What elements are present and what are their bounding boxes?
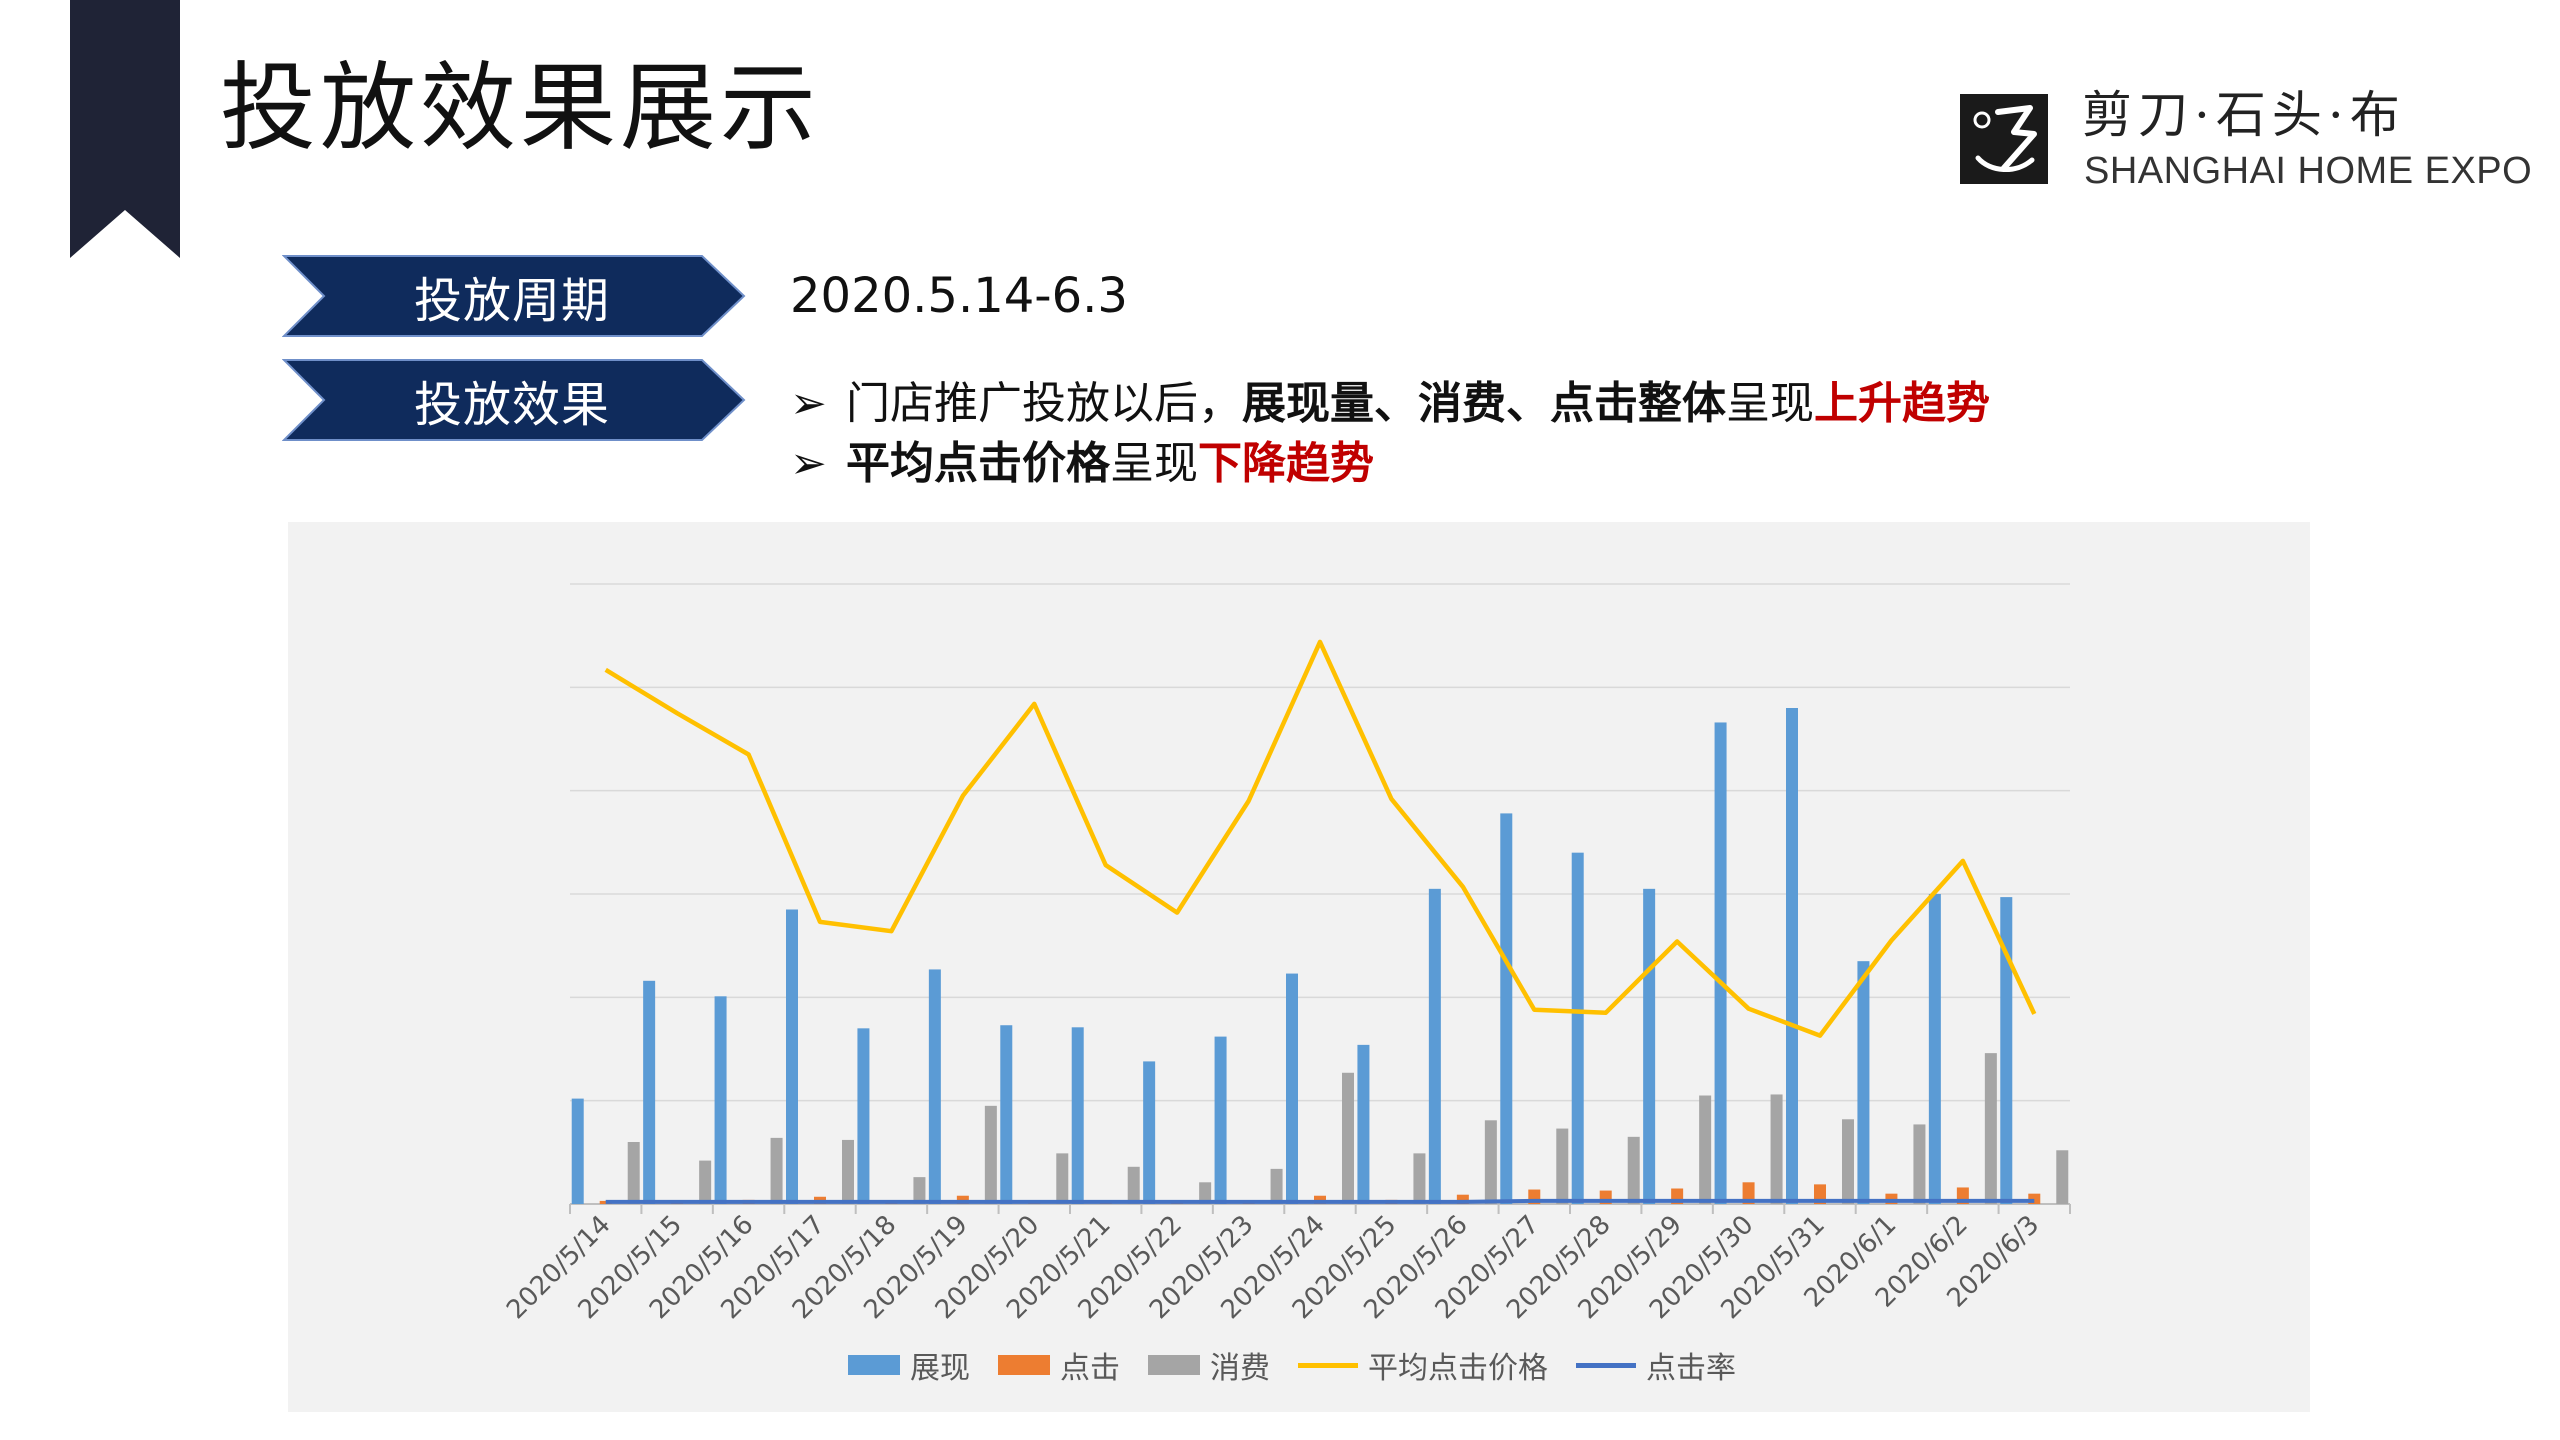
- bar-消费-2020/5/21: [1127, 1166, 1140, 1204]
- bar-消费-2020/5/22: [1199, 1182, 1212, 1204]
- bar-消费-2020/5/24: [1342, 1072, 1354, 1204]
- bar-展现-2020/5/17: [786, 909, 798, 1204]
- bar-消费-2020/5/19: [984, 1105, 997, 1204]
- bar-消费-2020/5/15: [699, 1160, 712, 1204]
- bar-展现-2020/5/22: [1143, 1061, 1156, 1204]
- bar-消费-2020/6/3: [2056, 1150, 2069, 1204]
- effect-tag-shape: [282, 359, 746, 441]
- legend-item: 消费: [1148, 1343, 1270, 1387]
- bar-展现-2020/5/16: [714, 996, 727, 1204]
- effect-bullet-2-seg-2: 呈现: [1110, 438, 1198, 489]
- bar-点击-2020/5/24: [1314, 1195, 1326, 1204]
- effect-bullet-1-seg-4: 上升趋势: [1814, 378, 1990, 429]
- period-tag-label: 投放周期: [413, 273, 610, 329]
- bar-消费-2020/6/1: [1913, 1124, 1926, 1204]
- bar-消费-2020/5/20: [1056, 1153, 1069, 1204]
- period-tag: 投放周期: [282, 254, 748, 338]
- bar-展现-2020/5/20: [1000, 1025, 1013, 1204]
- bar-消费-2020/6/2: [1984, 1053, 1997, 1204]
- brand-name-cn: 剪刀·石头·布: [2082, 86, 2406, 144]
- legend-swatch: [1148, 1355, 1200, 1375]
- combo-chart: 2020/5/142020/5/152020/5/162020/5/172020…: [501, 583, 2071, 1325]
- legend-label: 展现: [910, 1351, 970, 1386]
- legend-label: 点击: [1060, 1351, 1120, 1386]
- bar-展现-2020/5/29: [1643, 888, 1656, 1204]
- corner-ribbon-tab: [70, 0, 180, 258]
- line-series-点击率: [605, 1198, 2035, 1204]
- brand-name-en: SHANGHAI HOME EXPO: [2084, 150, 2533, 192]
- chart-legend: 展现 点击 消费 平均点击价格 点击率: [288, 1340, 2310, 1390]
- bar-消费-2020/5/28: [1627, 1136, 1640, 1204]
- bar-展现-2020/6/3: [2000, 897, 2013, 1204]
- bar-消费-2020/5/16: [770, 1137, 783, 1204]
- effect-bullet-2-seg-3: 下降趋势: [1198, 438, 1374, 489]
- chart-panel: 2020/5/14 2020/5/15 2020/5/16 2020/5/17 2020…: [288, 522, 2310, 1412]
- legend-swatch: [1298, 1362, 1358, 1368]
- effect-bullet-1-seg-3: 呈现: [1726, 378, 1814, 429]
- bar-展现-2020/5/15: [643, 980, 656, 1204]
- legend-item: 平均点击价格: [1298, 1343, 1548, 1387]
- bar-展现-2020/6/2: [1928, 894, 1941, 1204]
- bar-展现-2020/5/27: [1500, 813, 1513, 1204]
- bar-展现-2020/5/31: [1786, 708, 1798, 1204]
- bar-展现-2020/6/1: [1857, 961, 1870, 1204]
- legend-swatch: [998, 1355, 1050, 1375]
- bullet-arrow-icon: ➢: [790, 438, 827, 489]
- bar-消费-2020/5/26: [1484, 1120, 1497, 1204]
- brand-logo: 剪刀·石头·布 SHANGHAI HOME EXPO: [1960, 86, 2532, 198]
- period-value: 2020.5.14-6.3: [790, 268, 1128, 324]
- effect-bullet-1-seg-1: 门店推广投放以后，: [846, 378, 1242, 429]
- legend-swatch: [848, 1355, 900, 1375]
- effect-tag-label: 投放效果: [413, 377, 610, 433]
- effect-bullet-1: ➢ 门店推广投放以后，展现量、消费、点击整体呈现上升趋势: [790, 376, 1990, 432]
- bar-点击-2020/5/30: [1742, 1182, 1755, 1204]
- bar-展现-2020/5/21: [1071, 1027, 1084, 1204]
- bar-展现-2020/5/14: [571, 1098, 584, 1204]
- bullet-arrow-icon: ➢: [790, 378, 827, 429]
- bar-消费-2020/5/29: [1699, 1095, 1712, 1204]
- legend-swatch: [1576, 1362, 1636, 1368]
- effect-bullet-2-seg-1: 平均点击价格: [846, 438, 1110, 489]
- legend-item: 点击率: [1576, 1343, 1736, 1387]
- bar-展现-2020/5/30: [1714, 722, 1727, 1204]
- bar-点击-2020/6/3: [2028, 1193, 2041, 1204]
- effect-tag: 投放效果: [282, 358, 748, 442]
- bar-消费-2020/5/17: [842, 1139, 854, 1204]
- bar-展现-2020/5/25: [1357, 1044, 1370, 1204]
- bar-展现-2020/5/28: [1571, 852, 1584, 1204]
- legend-item: 点击: [998, 1343, 1120, 1387]
- legend-label: 平均点击价格: [1368, 1351, 1548, 1386]
- bar-展现-2020/5/24: [1286, 973, 1298, 1204]
- bar-展现-2020/5/18: [857, 1028, 870, 1204]
- bar-点击-2020/5/26: [1456, 1194, 1469, 1204]
- page-title: 投放效果展示: [220, 52, 820, 164]
- bar-消费-2020/5/14: [627, 1142, 640, 1204]
- effect-bullet-2: ➢ 平均点击价格呈现下降趋势: [790, 436, 1374, 492]
- bar-消费-2020/5/25: [1413, 1153, 1426, 1204]
- brand-emblem-icon: [1960, 94, 2048, 184]
- bar-展现-2020/5/26: [1428, 888, 1441, 1204]
- effect-bullet-1-seg-2: 展现量、消费、点击整体: [1242, 378, 1726, 429]
- bar-点击-2020/6/1: [1885, 1193, 1898, 1204]
- bar-展现-2020/5/23: [1214, 1036, 1227, 1204]
- bar-消费-2020/5/27: [1556, 1128, 1569, 1204]
- bar-消费-2020/5/31: [1842, 1119, 1854, 1204]
- bar-消费-2020/5/30: [1770, 1094, 1783, 1204]
- bar-消费-2020/5/18: [913, 1177, 926, 1204]
- legend-label: 消费: [1210, 1351, 1270, 1386]
- bar-消费-2020/5/23: [1270, 1168, 1283, 1204]
- line-series-平均点击价格: [604, 639, 2037, 1038]
- period-tag-shape: [282, 255, 746, 337]
- legend-label: 点击率: [1646, 1351, 1736, 1386]
- bar-点击-2020/5/19: [956, 1195, 969, 1204]
- legend-item: 展现: [848, 1343, 970, 1387]
- bar-展现-2020/5/19: [928, 969, 941, 1204]
